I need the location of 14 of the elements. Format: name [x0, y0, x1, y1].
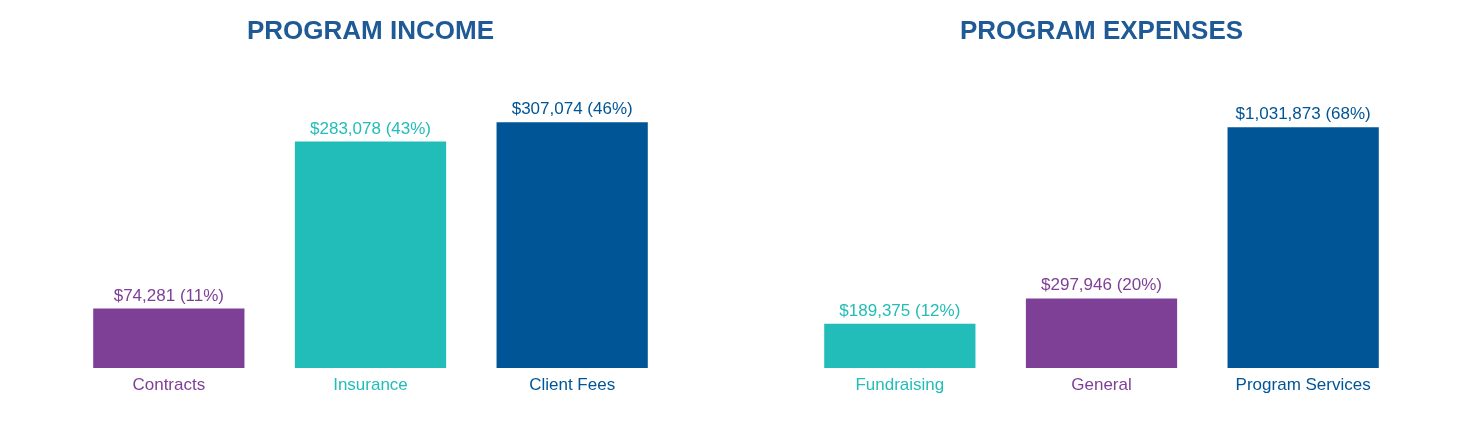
x-tick-label: Program Services	[1235, 375, 1371, 394]
data-label: $297,946 (20%)	[1041, 275, 1162, 295]
chart-title: PROGRAM EXPENSES	[959, 15, 1244, 45]
x-tick-label: Client Fees	[529, 375, 616, 394]
x-tick-label: Fundraising	[855, 375, 945, 394]
x-tick-label: General	[1071, 375, 1132, 394]
x-tick-label: Contracts	[132, 375, 206, 394]
data-label: $189,375 (12%)	[839, 300, 961, 320]
chart-title: PROGRAM INCOME	[247, 15, 494, 45]
data-label: $283,078 (43%)	[310, 118, 431, 138]
data-label: $1,031,873 (68%)	[1235, 104, 1371, 124]
data-label: $74,281 (11%)	[113, 285, 224, 305]
data-label: $307,074 (46%)	[511, 99, 633, 119]
x-tick-label: Insurance	[333, 375, 408, 394]
